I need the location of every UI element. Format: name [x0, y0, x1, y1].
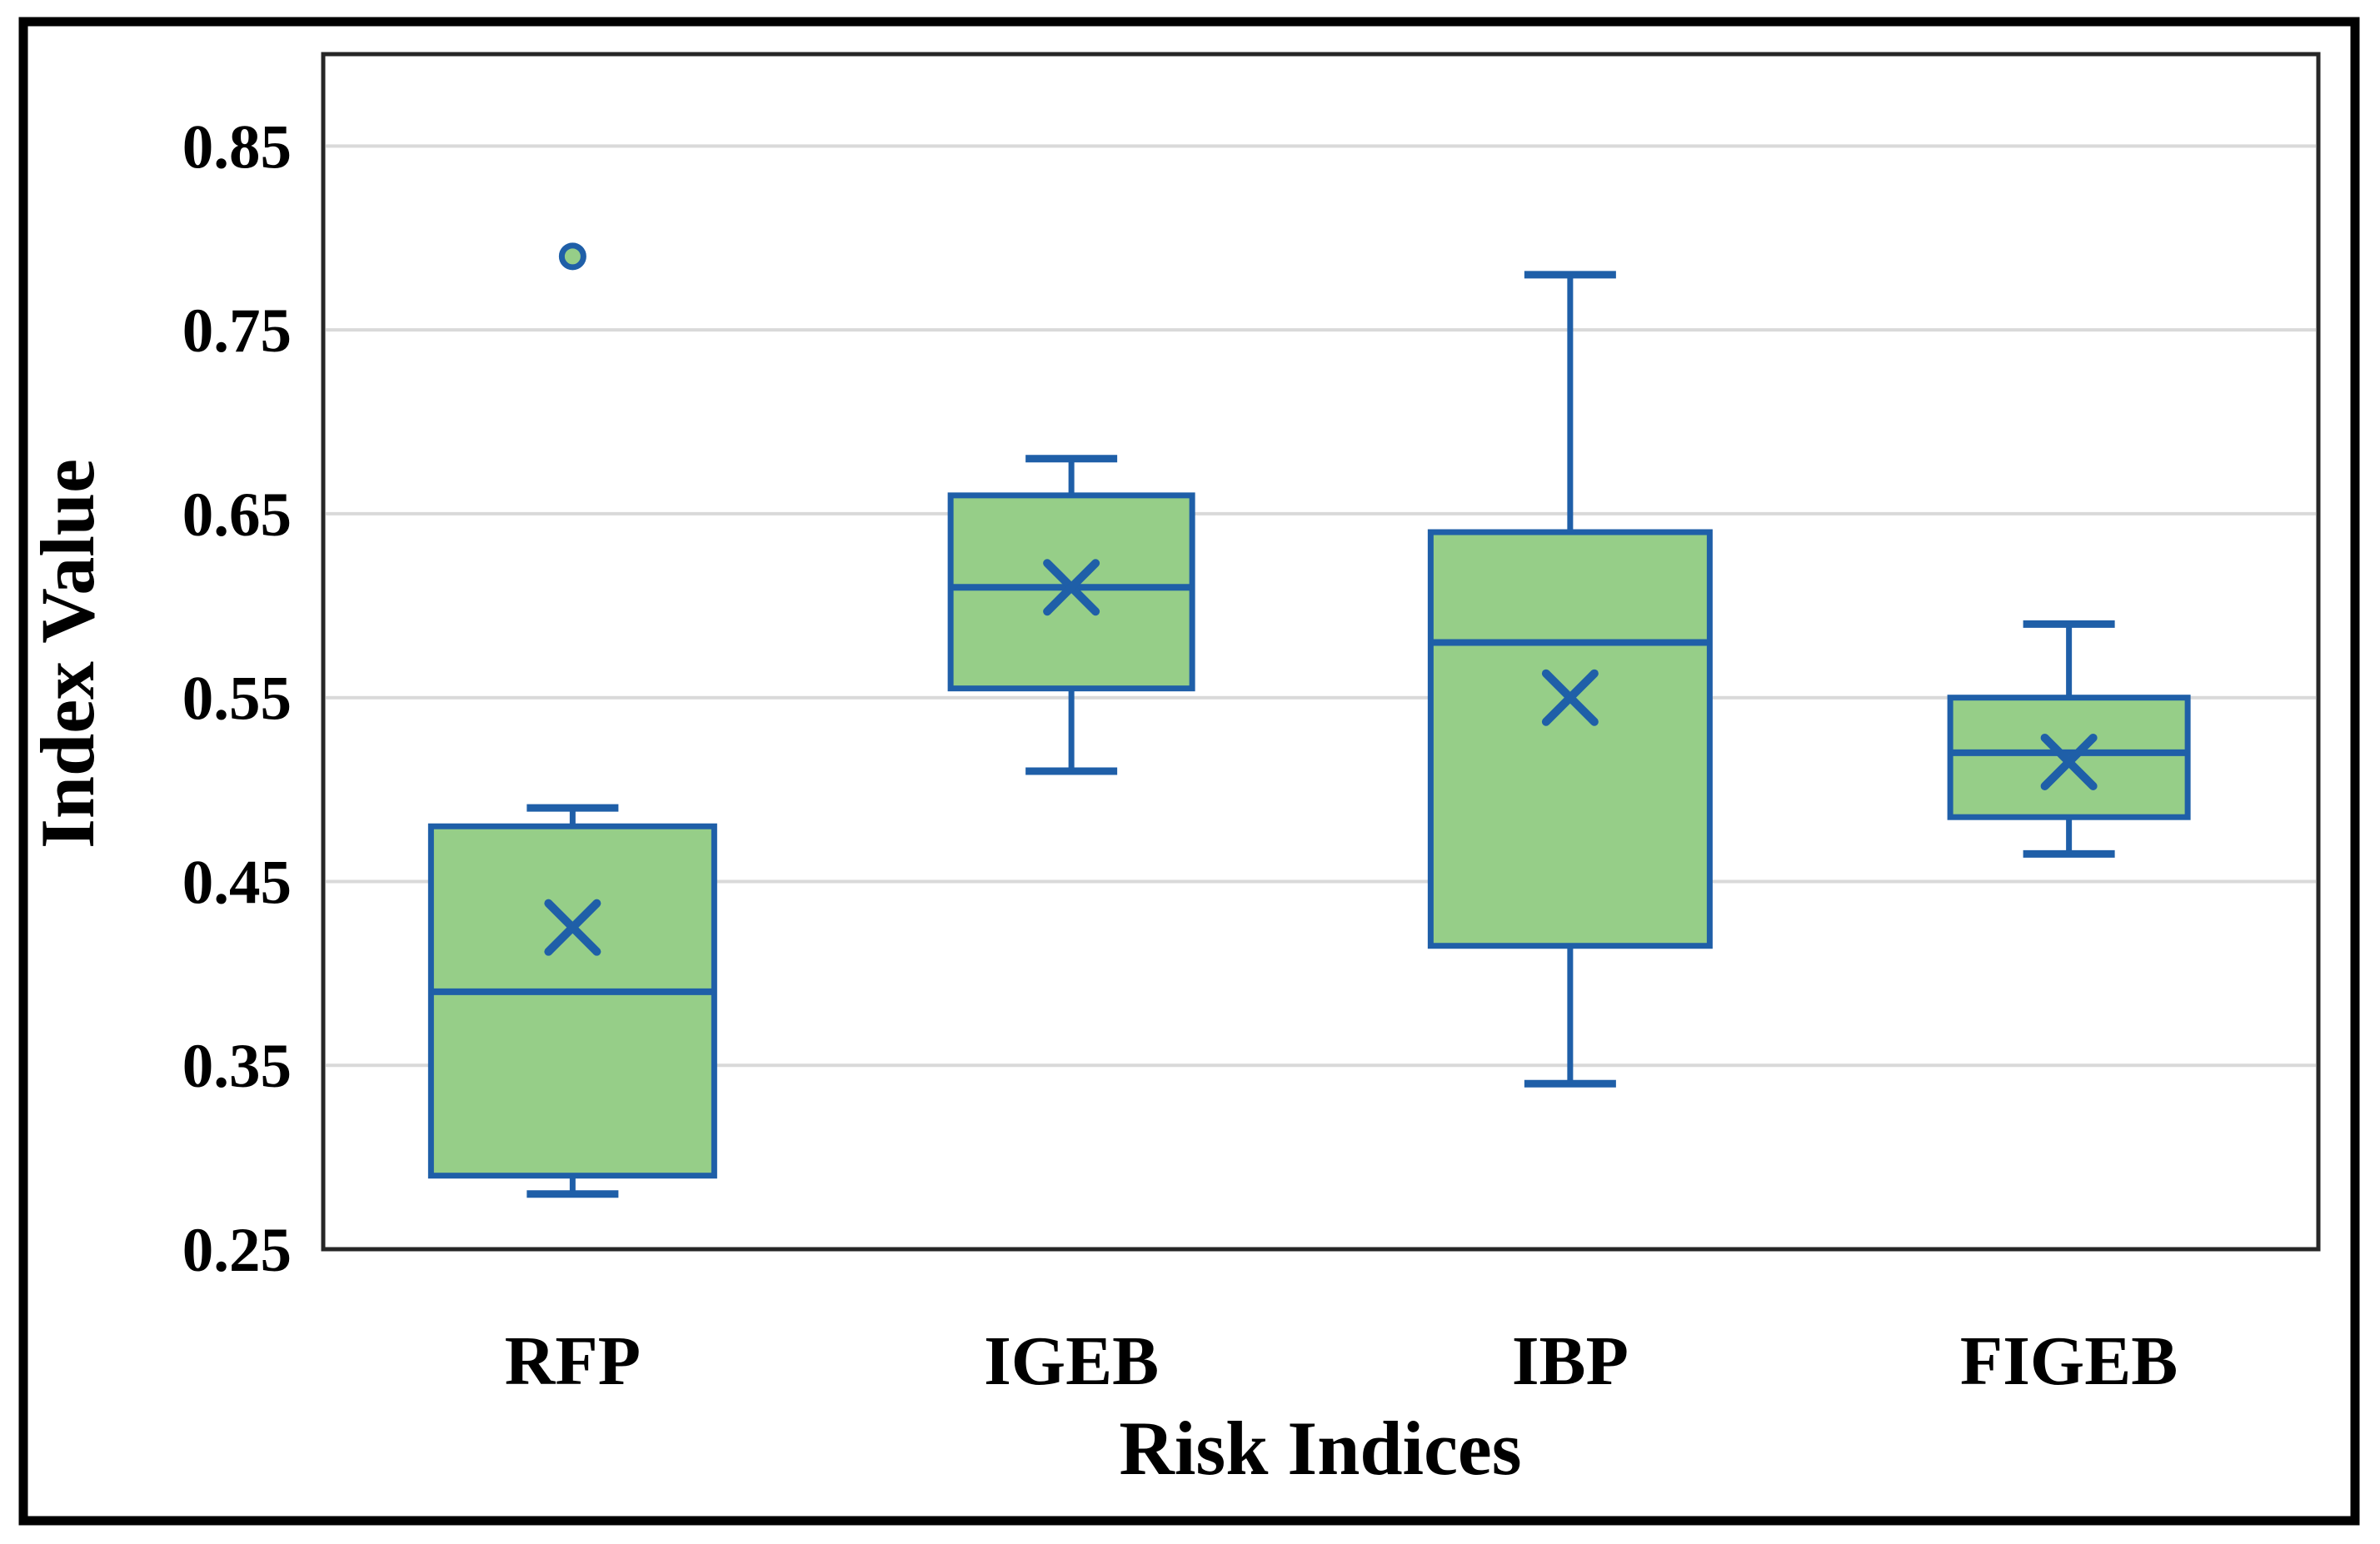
x-category-label: RFP	[505, 1322, 641, 1400]
y-tick-label: 0.25	[182, 1216, 292, 1285]
y-axis-tick-labels: 0.25 0.35 0.45 0.55 0.65 0.75 0.85	[182, 112, 292, 1285]
mean-marker	[2040, 733, 2098, 790]
y-tick-label: 0.55	[182, 665, 292, 734]
y-tick-label: 0.85	[182, 112, 292, 182]
figure-border	[18, 17, 2360, 1526]
y-tick-label: 0.35	[182, 1032, 292, 1101]
mean-marker	[1541, 669, 1599, 726]
iqr-box	[1427, 529, 1713, 949]
x-category-label: IBP	[1512, 1322, 1629, 1400]
y-tick-label: 0.75	[182, 296, 292, 366]
box-group-igeb	[947, 455, 1195, 775]
box-group-figeb	[1947, 620, 2191, 858]
outlier-point	[558, 242, 586, 271]
y-axis-title: Index Value	[25, 459, 110, 849]
mean-marker	[544, 899, 601, 956]
box-group-rfp	[427, 242, 717, 1198]
y-tick-label: 0.45	[182, 848, 292, 917]
plot-border	[321, 52, 2321, 1252]
x-axis-category-labels: RFP IGEB IBP FIGEB	[505, 1322, 2178, 1400]
box-group-ibp	[1427, 271, 1713, 1088]
x-category-label: IGEB	[984, 1322, 1159, 1400]
x-category-label: FIGEB	[1960, 1322, 2178, 1400]
mean-marker	[1043, 559, 1100, 616]
iqr-box	[427, 823, 717, 1179]
x-axis-title: Risk Indices	[1119, 1406, 1521, 1491]
y-tick-label: 0.65	[182, 481, 292, 550]
box-series	[427, 242, 2191, 1198]
